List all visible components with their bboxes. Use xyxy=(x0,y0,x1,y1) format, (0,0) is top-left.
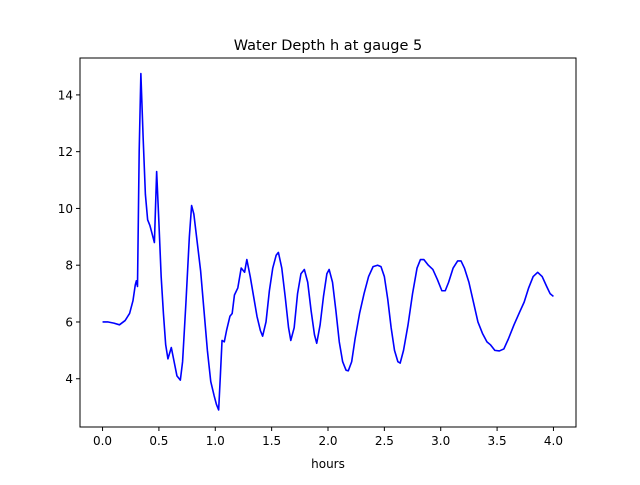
x-tick-label: 3.0 xyxy=(431,434,450,448)
y-tick-label: 4 xyxy=(65,372,73,386)
x-tick-label: 0.0 xyxy=(93,434,112,448)
x-tick-label: 1.5 xyxy=(262,434,281,448)
axes-frame xyxy=(79,57,577,428)
x-tick-label: 3.5 xyxy=(488,434,507,448)
y-tick-label: 6 xyxy=(65,315,73,329)
x-axis-ticks: 0.0 0.5 1.0 1.5 2.0 2.5 3.0 3.5 4.0 xyxy=(93,427,563,448)
series-line-0 xyxy=(102,72,554,411)
y-tick-label: 10 xyxy=(58,202,73,216)
x-tick-label: 2.0 xyxy=(318,434,337,448)
y-tick-label: 8 xyxy=(65,259,73,273)
x-tick-label: 0.5 xyxy=(149,434,168,448)
y-tick-label: 12 xyxy=(58,145,73,159)
x-tick-label: 4.0 xyxy=(544,434,563,448)
y-tick-label: 14 xyxy=(58,88,73,102)
x-axis-label: hours xyxy=(311,457,345,471)
chart-title: Water Depth h at gauge 5 xyxy=(234,38,422,54)
x-tick-label: 1.0 xyxy=(206,434,225,448)
y-axis-ticks: 4 6 8 10 12 14 xyxy=(58,88,80,386)
x-tick-label: 2.5 xyxy=(375,434,394,448)
plot-area xyxy=(102,72,554,411)
